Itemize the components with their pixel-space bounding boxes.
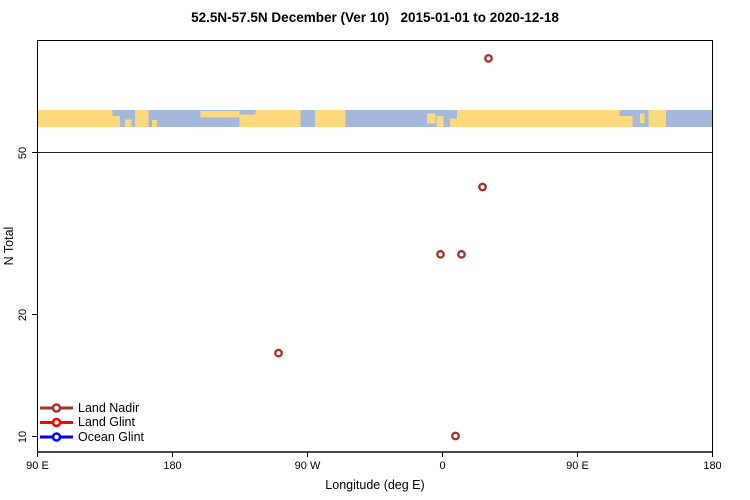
legend-label: Land Glint — [78, 415, 135, 429]
data-point — [478, 182, 487, 192]
map-strip-land-segment — [639, 113, 645, 123]
x-tick-label: 90 W — [294, 460, 321, 472]
legend-label: Land Nadir — [78, 400, 140, 415]
map-strip-land-segment — [619, 115, 633, 127]
map-strip-land-segment — [427, 113, 436, 124]
data-point — [274, 348, 283, 358]
map-strip-land-segment — [151, 120, 158, 127]
data-point — [457, 249, 466, 259]
plot-border — [37, 40, 713, 453]
x-tick-label: 180 — [703, 460, 722, 472]
map-strip-land-segment — [450, 118, 457, 127]
map-strip-land-segment — [37, 110, 113, 127]
map-strip-land-segment — [315, 110, 346, 127]
map-strip-land-segment — [239, 114, 256, 127]
map-strip-land-segment — [255, 110, 301, 127]
map-strip-land-segment — [124, 119, 132, 127]
map-strip-land-segment — [648, 110, 667, 127]
data-point — [484, 53, 493, 63]
data-point — [451, 431, 460, 441]
y-axis-title: N Total — [2, 226, 16, 266]
legend-label: Ocean Glint — [78, 429, 145, 444]
chart-title: 52.5N-57.5N December (Ver 10) 2015-01-01… — [191, 10, 559, 25]
data-point — [436, 249, 445, 259]
map-strip-land-segment — [134, 110, 149, 127]
x-tick-label: 0 — [439, 460, 446, 472]
legend-marker — [51, 417, 62, 428]
x-tick-label: 180 — [163, 460, 182, 472]
legend-marker — [51, 432, 62, 442]
map-strip-land-segment — [436, 115, 444, 127]
map-strip-land-segment — [112, 115, 121, 127]
map-strip-land-segment — [200, 110, 240, 118]
map-strip-land-segment — [456, 110, 620, 127]
x-tick-label: 90 E — [566, 460, 589, 472]
x-tick-label: 90 E — [26, 460, 49, 472]
legend-marker — [51, 403, 62, 413]
y-tick-label: 20 — [17, 308, 29, 321]
y-tick-label: 50 — [17, 146, 29, 159]
x-axis-title: Longitude (deg E) — [325, 478, 425, 492]
y-tick-label: 10 — [17, 430, 29, 443]
